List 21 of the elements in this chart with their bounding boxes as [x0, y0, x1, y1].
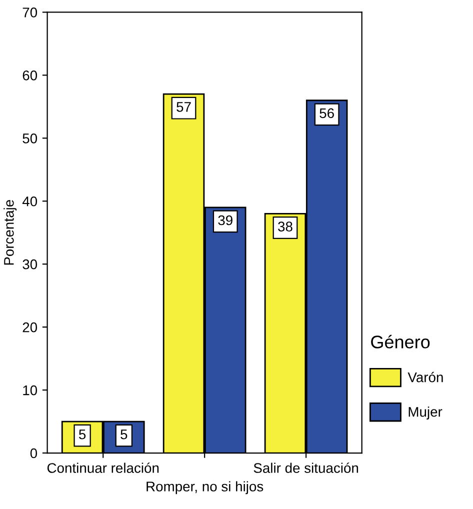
data-label: 39 [218, 215, 232, 226]
y-tick-label: 50 [22, 133, 38, 144]
data-label: 57 [176, 102, 191, 112]
legend-label: Mujer [408, 406, 442, 420]
data-label: 38 [278, 222, 292, 232]
y-tick-label: 70 [22, 8, 38, 18]
y-tick-label: 30 [22, 259, 38, 270]
y-tick-label: 20 [22, 322, 38, 332]
y-tick-label: 0 [30, 448, 38, 458]
y-tick-label: 10 [23, 385, 38, 396]
legend-title: Género [371, 334, 430, 348]
x-axis-title: Romper, no si hijos [146, 481, 264, 494]
data-label: 5 [79, 430, 86, 440]
legend-label: Varón [408, 372, 443, 382]
y-axis-title: Porcentaje [4, 200, 17, 265]
data-label: 56 [320, 108, 334, 118]
y-tick-label: 40 [22, 196, 38, 206]
y-tick-label: 60 [22, 70, 38, 80]
x-tick-label: Salir de situación [254, 462, 358, 473]
x-tick-label: Continuar relación [47, 462, 159, 473]
data-label: 5 [120, 430, 128, 440]
